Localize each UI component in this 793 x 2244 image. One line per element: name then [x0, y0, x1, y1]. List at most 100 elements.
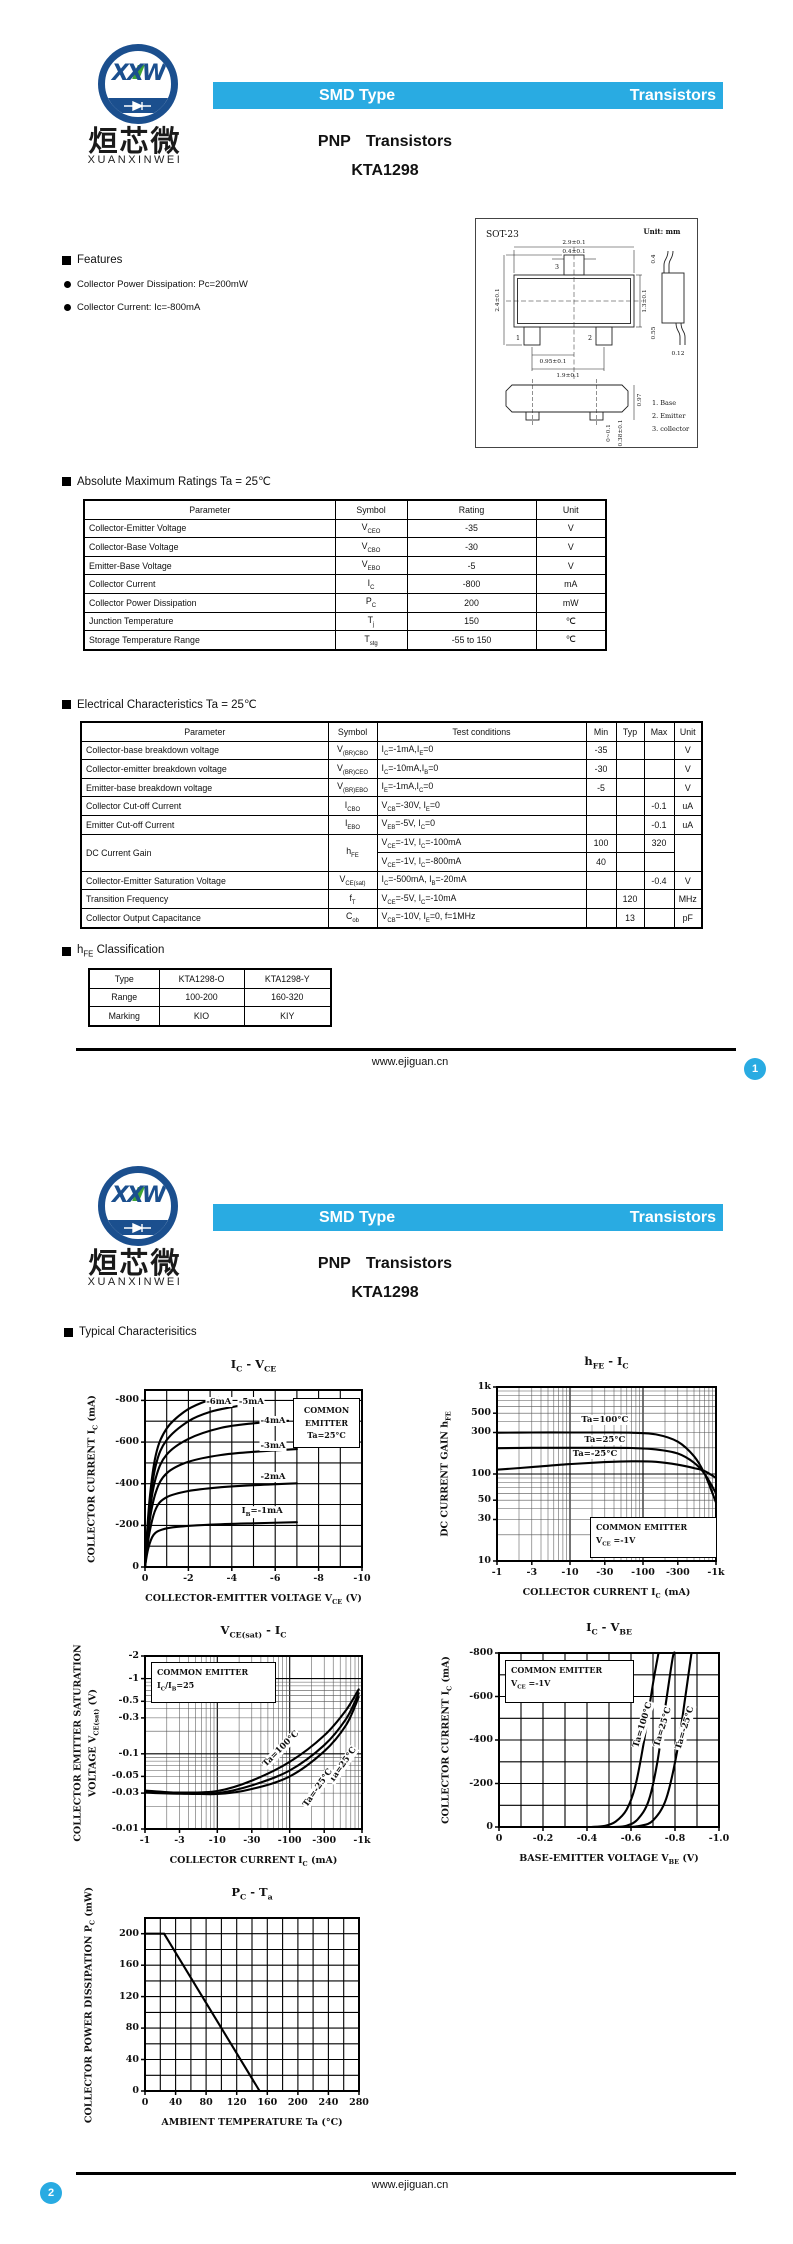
- table-cell: Storage Temperature Range: [83, 630, 336, 651]
- x-tick-label: -1k: [707, 1567, 725, 1578]
- table-cell: KIY: [243, 1006, 332, 1027]
- banner-left-label: SMD Type: [319, 1208, 396, 1226]
- chart-title: PC - Ta: [231, 1885, 273, 1902]
- table-cell: IE=-1mA,IC=0: [376, 777, 587, 798]
- package-top-view: [503, 246, 642, 379]
- table-cell: V(BR)CEO: [327, 759, 378, 779]
- table-row: Transition Frequency fT VCE=-5V, IC=-10mA 1…: [80, 889, 703, 909]
- chart-pc_ta: [141, 1917, 360, 2095]
- column-header: Unit: [535, 499, 607, 520]
- dim-body-height: 1.3±0.1: [642, 289, 648, 312]
- x-tick-label: -300: [665, 1567, 690, 1578]
- table-cell: mW: [535, 592, 607, 613]
- dim-half-pitch: 0.95±0.1: [540, 359, 567, 365]
- curve-label: -2mA: [259, 1472, 287, 1483]
- device-polarity: PNP: [317, 1255, 351, 1272]
- table-row: VCE=-1V, IC=-800mA 40: [81, 852, 702, 872]
- y-tick-label: -800: [115, 1394, 139, 1406]
- table-cell: ICBO: [327, 796, 378, 816]
- table-cell: VCB=-10V, IE=0, f=1MHz: [376, 907, 587, 929]
- document-title: PNP Transistors: [285, 1255, 485, 1273]
- hfe-class-heading-label: hFE Classification: [77, 944, 165, 959]
- table-cell: Collector Cut-off Current: [80, 796, 329, 816]
- curve-Ta=-25C: [625, 1651, 693, 1829]
- table-cell: VCBO: [334, 537, 408, 557]
- x-tick-label: -2: [183, 1573, 194, 1584]
- x-tick-label: -100: [631, 1567, 655, 1578]
- x-tick-label: -30: [243, 1835, 261, 1846]
- table-cell: V(BR)EBO: [327, 777, 378, 798]
- y-tick-label: 100: [471, 1468, 491, 1479]
- table-row: Range 100-200 160-320: [88, 987, 332, 1008]
- table-cell: 13: [615, 907, 645, 929]
- dim-profile-height: 0.97: [637, 393, 643, 406]
- curve-label: -4mA: [259, 1416, 287, 1427]
- table-cell: Transition Frequency: [80, 889, 329, 909]
- table-row: Collector-base breakdown voltage V(BR)CBO…: [80, 740, 703, 761]
- pin-legend-emitter: 2. Emitter: [652, 412, 686, 420]
- y-tick-label: -0.1: [118, 1747, 139, 1759]
- table-cell: PC: [334, 592, 408, 613]
- table-row: Collector-Base Voltage VCBO -30 V: [83, 537, 607, 557]
- table-cell: Collector-emitter breakdown voltage: [80, 759, 329, 779]
- y-tick-label: 0: [132, 1561, 139, 1572]
- table-cell: [585, 870, 617, 891]
- y-tick-label: 0: [486, 1821, 493, 1832]
- x-tick-label: -3: [174, 1835, 185, 1846]
- table-cell: Marking: [88, 1006, 160, 1027]
- table-cell: -30: [406, 537, 537, 557]
- y-tick-label: 1k: [477, 1381, 491, 1392]
- table-cell: -30: [585, 759, 617, 779]
- brand-name-cn: 烜芯微: [88, 1248, 182, 1280]
- table-cell: [643, 759, 675, 779]
- x-tick-label: 160: [257, 2097, 278, 2108]
- package-unit: Unit: mm: [644, 227, 682, 236]
- section-marker: [62, 255, 71, 265]
- document-title: PNP Transistors: [285, 133, 485, 151]
- table-row: Storage Temperature Range Tstg -55 to 150 ℃: [83, 630, 607, 651]
- y-tick-label: 120: [119, 1990, 139, 2002]
- table-row: Collector-Emitter Saturation Voltage VCE(…: [80, 870, 703, 891]
- pin-2-number: 2: [588, 335, 592, 342]
- y-tick-label: -2: [128, 1650, 139, 1661]
- chart-x-axis-label: COLLECTOR-EMITTER VOLTAGE VCE (V): [145, 1593, 362, 1606]
- table-cell: VCE=-1V, IC=-100mA: [376, 833, 587, 854]
- table-row: Emitter Cut-off Current IEBO VEB=-5V, IC=0…: [80, 814, 703, 835]
- table-cell: [643, 740, 675, 761]
- table-cell: Emitter-Base Voltage: [83, 555, 336, 576]
- table-cell: Collector Current: [83, 574, 336, 594]
- hfe-class-heading: hFE Classification: [62, 944, 164, 958]
- table-cell: KIO: [158, 1006, 245, 1027]
- table-cell: -0.1: [643, 814, 675, 835]
- x-tick-label: -30: [596, 1567, 614, 1578]
- bullet-icon: [64, 281, 71, 288]
- table-cell: mA: [535, 574, 607, 594]
- curve-Pc derating: [143, 1932, 261, 2093]
- table-row: Collector-Emitter Voltage VCEO -35 V: [83, 518, 607, 539]
- table-cell: [615, 777, 645, 798]
- curve-Ta=100C: [495, 1431, 718, 1504]
- table-cell: [585, 814, 617, 835]
- y-tick-label: -200: [469, 1777, 493, 1789]
- device-polarity: PNP: [317, 133, 351, 150]
- package-side-view: [661, 250, 686, 345]
- pin-legend-base: 1. Base: [652, 399, 676, 407]
- x-tick-label: 280: [349, 2097, 369, 2108]
- column-header: Max: [643, 721, 675, 742]
- x-tick-label: -0.4: [576, 1833, 598, 1844]
- elec-table-host: Parameter Symbol Test conditions Min Typ Max U…: [80, 721, 703, 929]
- table-cell: VEB=-5V, IC=0: [376, 814, 587, 835]
- table-cell: 150: [406, 611, 537, 632]
- x-tick-label: 80: [199, 2097, 213, 2108]
- table-row: Collector Current IC -800 mA: [83, 574, 607, 594]
- elec-heading: Electrical Characteristics Ta = 25℃: [62, 697, 257, 711]
- abs_max-table: Parameter Symbol Rating Unit Collector-Emitt…: [83, 499, 607, 651]
- curve-Ta=-25C: [143, 1695, 360, 1796]
- table-cell: uA: [673, 814, 703, 835]
- curve-IB=-2mA: [143, 1482, 298, 1569]
- x-tick-label: 120: [226, 2097, 247, 2108]
- table-cell: -800: [406, 574, 537, 594]
- curve-label: -6mA: [205, 1397, 233, 1408]
- x-tick-label: 0: [495, 1833, 503, 1844]
- chart-title: IC - VCE: [230, 1357, 277, 1374]
